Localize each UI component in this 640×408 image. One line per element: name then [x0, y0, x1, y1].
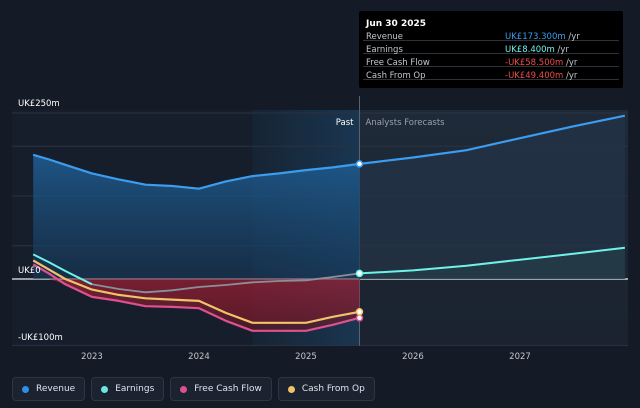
legend-dot-icon — [180, 385, 188, 393]
tooltip-value: -UK£49.400m /yr — [505, 71, 577, 81]
tooltip-number: UK£173.300m — [505, 32, 566, 42]
cash-from-op-line — [32, 259, 360, 324]
tooltip-row-free-cash-flow: Free Cash Flow -UK£58.500m /yr — [366, 58, 616, 70]
y-tick-label: UK£0 — [18, 266, 41, 276]
free-cash-flow-marker — [355, 314, 364, 322]
tooltip-unit: /yr — [563, 71, 578, 81]
tooltip-panel: Jun 30 2025 Revenue UK£173.300m /yr Earn… — [359, 11, 623, 88]
tooltip-label: Free Cash Flow — [366, 58, 430, 68]
tooltip-divider — [363, 40, 619, 41]
legend-label: Free Cash Flow — [194, 384, 262, 394]
tooltip-label: Cash From Op — [366, 71, 426, 81]
legend-dot-icon — [287, 385, 295, 393]
y-tick-label: UK£250m — [18, 99, 60, 109]
tooltip-number: -UK£49.400m — [505, 71, 564, 81]
x-tick-label: 2023 — [81, 352, 103, 362]
x-tick-label: 2024 — [188, 352, 210, 362]
tooltip-label: Revenue — [366, 32, 404, 42]
past-label: Past — [336, 118, 354, 128]
tooltip-date: Jun 30 2025 — [366, 19, 427, 29]
tooltip-row-revenue: Revenue UK£173.300m /yr — [366, 32, 616, 44]
legend-item-free-cash-flow[interactable]: Free Cash Flow — [170, 377, 272, 401]
revenue-forecast-line — [359, 114, 626, 165]
tooltip-number: UK£8.400m — [505, 45, 555, 55]
tooltip-label: Earnings — [366, 45, 403, 55]
tooltip-row-cash-from-op: Cash From Op -UK£49.400m /yr — [366, 71, 616, 83]
chart-legend: Revenue Earnings Free Cash Flow Cash Fro… — [12, 377, 375, 401]
legend-label: Earnings — [115, 384, 155, 394]
earnings-marker — [355, 269, 364, 278]
tooltip-value: -UK£58.500m /yr — [505, 58, 577, 68]
negative-cash-area — [33, 279, 360, 331]
forecast-label: Analysts Forecasts — [366, 118, 446, 128]
legend-item-revenue[interactable]: Revenue — [12, 377, 86, 401]
cash-from-op-area — [33, 279, 360, 323]
legend-label: Revenue — [36, 384, 76, 394]
tooltip-unit: /yr — [563, 58, 578, 68]
earnings-line-past-grey — [91, 272, 360, 294]
earnings-line — [32, 253, 93, 286]
tooltip-unit: /yr — [554, 45, 569, 55]
cash-from-op-marker — [355, 308, 364, 316]
tooltip-value: UK£173.300m /yr — [505, 32, 580, 42]
tooltip-number: -UK£58.500m — [505, 58, 564, 68]
y-tick-label: -UK£100m — [18, 333, 63, 343]
revenue-line — [32, 153, 360, 190]
tooltip-row-earnings: Earnings UK£8.400m /yr — [366, 45, 616, 57]
legend-item-cash-from-op[interactable]: Cash From Op — [277, 377, 375, 401]
tooltip-divider — [363, 66, 619, 67]
performance-chart: UK£250m UK£0 -UK£100m 2023 2024 2025 2026 2027 P… — [12, 96, 628, 362]
tooltip-divider — [363, 79, 619, 80]
legend-dot-icon — [101, 385, 109, 393]
x-tick-label: 2026 — [402, 352, 424, 362]
legend-label: Cash From Op — [301, 384, 365, 394]
x-tick-label: 2027 — [509, 352, 531, 362]
legend-item-earnings[interactable]: Earnings — [91, 377, 165, 401]
tooltip-value: UK£8.400m /yr — [505, 45, 569, 55]
tooltip-divider — [363, 53, 619, 54]
revenue-marker — [355, 160, 364, 168]
free-cash-flow-line — [32, 263, 360, 332]
earnings-forecast-line — [359, 246, 626, 275]
revenue-area — [33, 154, 360, 279]
tooltip-unit: /yr — [565, 32, 580, 42]
legend-dot-icon — [22, 385, 29, 393]
x-tick-label: 2025 — [295, 352, 317, 362]
